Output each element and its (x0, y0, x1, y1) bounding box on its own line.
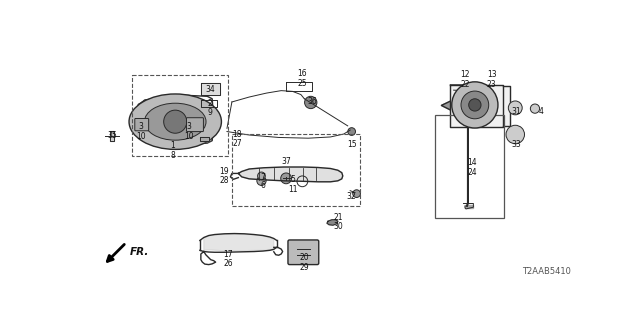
Polygon shape (450, 85, 503, 127)
Polygon shape (238, 167, 343, 182)
Circle shape (164, 110, 187, 133)
Text: 20
29: 20 29 (300, 253, 309, 272)
Polygon shape (201, 83, 220, 95)
FancyBboxPatch shape (288, 240, 319, 265)
Polygon shape (110, 131, 114, 141)
Circle shape (470, 111, 479, 121)
Bar (132, 75, 228, 156)
Text: 32: 32 (347, 192, 356, 201)
Text: 21
30: 21 30 (333, 212, 343, 231)
Text: 7: 7 (260, 173, 266, 182)
Text: 18
27: 18 27 (232, 130, 242, 148)
Text: T2AAB5410: T2AAB5410 (522, 267, 572, 276)
Text: 15: 15 (347, 140, 356, 149)
Text: 3
10: 3 10 (136, 122, 145, 141)
FancyBboxPatch shape (135, 118, 148, 131)
Text: 37: 37 (281, 157, 291, 166)
Text: 36: 36 (307, 97, 317, 106)
Polygon shape (442, 101, 450, 110)
Circle shape (348, 128, 355, 135)
Circle shape (506, 125, 525, 144)
Circle shape (258, 172, 266, 180)
Text: 35: 35 (108, 131, 117, 140)
Text: 14
24: 14 24 (468, 158, 477, 177)
Text: FR.: FR. (129, 247, 148, 258)
Circle shape (257, 176, 266, 185)
Text: 16
25: 16 25 (298, 69, 307, 88)
Polygon shape (465, 205, 473, 208)
Text: 31: 31 (511, 107, 521, 116)
Text: 1
8: 1 8 (170, 141, 175, 160)
Text: 3
10: 3 10 (184, 122, 194, 141)
Circle shape (281, 173, 291, 184)
Polygon shape (503, 86, 510, 126)
Circle shape (468, 99, 481, 111)
Polygon shape (327, 220, 338, 225)
Text: 12
22: 12 22 (460, 70, 470, 89)
Bar (232, 134, 360, 206)
Text: 19
28: 19 28 (220, 166, 229, 185)
Polygon shape (204, 234, 274, 251)
Text: 6: 6 (260, 180, 266, 189)
Text: 13
23: 13 23 (487, 70, 497, 89)
Circle shape (305, 96, 317, 108)
Circle shape (461, 91, 489, 119)
FancyBboxPatch shape (186, 118, 204, 132)
Ellipse shape (145, 103, 206, 140)
Ellipse shape (129, 94, 221, 149)
Polygon shape (200, 137, 209, 141)
Circle shape (508, 101, 522, 115)
Text: 34: 34 (206, 85, 216, 94)
Circle shape (353, 190, 360, 197)
Circle shape (531, 104, 540, 113)
Circle shape (452, 82, 498, 128)
Text: 5
11: 5 11 (288, 175, 297, 194)
Text: 17
26: 17 26 (223, 250, 233, 268)
Text: 33: 33 (511, 140, 521, 149)
Text: 4: 4 (538, 107, 543, 116)
Bar (435, 115, 504, 218)
Text: 2
9: 2 9 (207, 99, 212, 117)
